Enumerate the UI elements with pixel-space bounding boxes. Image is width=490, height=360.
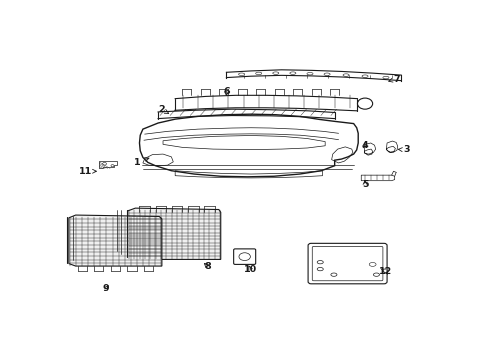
Polygon shape <box>361 175 394 181</box>
Text: 3: 3 <box>398 145 410 154</box>
Text: 8: 8 <box>204 262 211 271</box>
Text: 5: 5 <box>362 180 368 189</box>
Text: 2: 2 <box>159 105 169 114</box>
Polygon shape <box>128 208 220 260</box>
Text: 7: 7 <box>389 75 399 84</box>
Text: 4: 4 <box>362 141 368 150</box>
Text: 6: 6 <box>223 87 230 96</box>
Polygon shape <box>99 161 118 168</box>
Text: 9: 9 <box>103 284 109 293</box>
Text: 10: 10 <box>244 265 257 274</box>
Text: 12: 12 <box>379 266 392 275</box>
Text: 1: 1 <box>134 158 149 167</box>
Polygon shape <box>69 215 162 266</box>
Polygon shape <box>140 114 358 177</box>
Text: 11: 11 <box>79 167 97 176</box>
